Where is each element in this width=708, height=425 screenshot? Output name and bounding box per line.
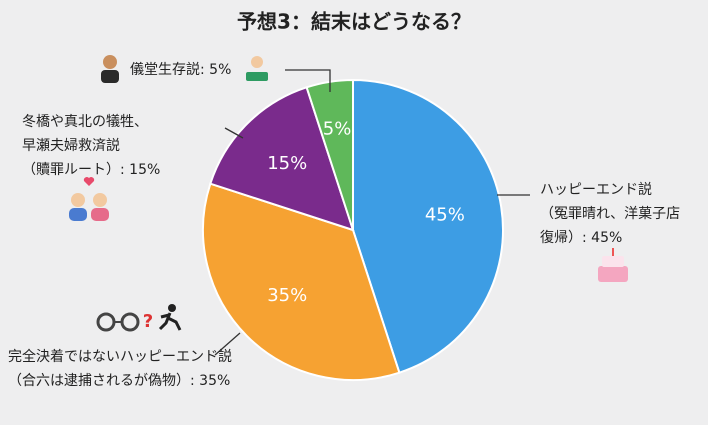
category-label: 復帰）: 45% xyxy=(540,229,622,246)
value-label: 45% xyxy=(425,204,465,225)
person-icon xyxy=(101,55,268,83)
pie-slice xyxy=(352,78,504,374)
leader-line xyxy=(224,127,244,139)
couple-icon xyxy=(69,177,109,221)
category-label: 冬橋や真北の犠牲、 xyxy=(22,113,148,130)
handcuffs-icon: ? xyxy=(96,304,182,332)
chart-title: 予想3：結末はどうなる？ xyxy=(237,10,471,34)
category-label: （合六は逮捕されるが偽物）: 35% xyxy=(8,373,230,389)
category-label: ハッピーエンド説 xyxy=(540,182,652,198)
svg-text:?: ? xyxy=(143,311,153,332)
leader-line xyxy=(214,332,241,356)
category-label: （贖罪ルート）: 15% xyxy=(22,162,160,178)
cake-icon xyxy=(598,248,628,282)
pie-slice xyxy=(202,182,401,381)
value-label: 5% xyxy=(323,118,352,139)
category-label: （冤罪晴れ、洋菓子店 xyxy=(540,206,680,222)
value-label: 15% xyxy=(267,153,307,174)
category-label: 早瀬夫婦救済説 xyxy=(22,137,120,154)
category-label: 完全決着ではないハッピーエンド説 xyxy=(8,348,232,365)
leader-line xyxy=(285,69,331,92)
pie: 45% 35% 15% 5% xyxy=(202,78,504,381)
category-label: 儀堂生存説: 5% xyxy=(130,62,231,78)
value-label: 35% xyxy=(267,285,307,306)
